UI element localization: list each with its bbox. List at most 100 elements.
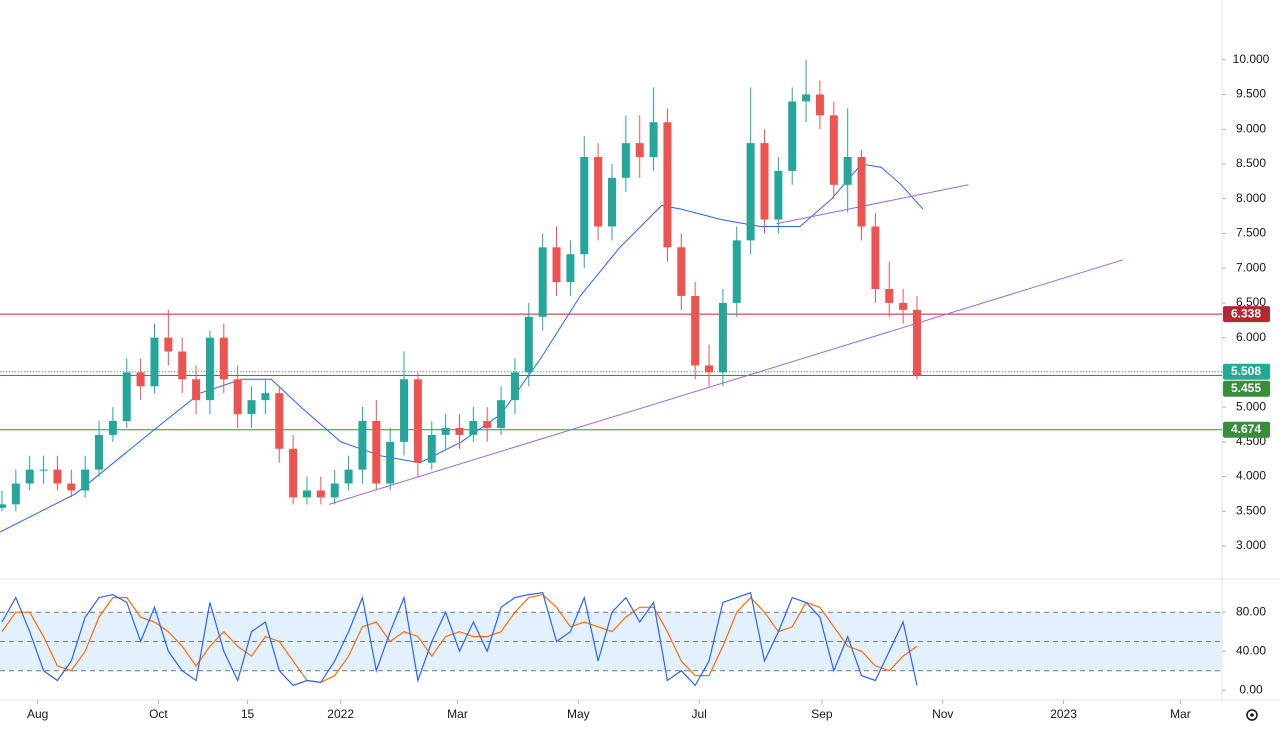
y-tick-label: 8.000 (1236, 191, 1266, 205)
candle-body (746, 143, 755, 241)
candle-body (95, 434, 104, 470)
settings-icon[interactable] (1246, 709, 1258, 721)
candle-body (136, 372, 145, 387)
y-tick-label: 7.500 (1236, 226, 1266, 240)
price-tag-label: 5.455 (1231, 381, 1261, 395)
x-tick-label: Mar (447, 707, 468, 721)
candle-body (483, 420, 492, 428)
candle-body (316, 490, 325, 498)
candle-body (497, 400, 506, 428)
candle-body (469, 420, 478, 435)
candle-body (705, 365, 714, 373)
candle-body (912, 309, 921, 376)
candle-body (621, 143, 630, 178)
candle-body (899, 302, 908, 310)
candle-body (192, 379, 201, 401)
candle-body (857, 157, 866, 227)
y-tick-label: 6.500 (1236, 295, 1266, 309)
candle-body (413, 379, 422, 463)
y-tick-label: 9.500 (1236, 87, 1266, 101)
candle-body (538, 247, 547, 317)
settings-dot (1250, 713, 1254, 717)
candle-body (788, 101, 797, 171)
y-tick-label: 80.00 (1236, 604, 1266, 618)
y-tick-label: 3.000 (1236, 538, 1266, 552)
price-tag (1223, 363, 1270, 380)
candle-body (275, 393, 284, 449)
candle-body (122, 372, 131, 421)
y-tick-label: 4.000 (1236, 469, 1266, 483)
moving-average (0, 163, 924, 533)
candle-body (677, 247, 686, 296)
candle-body (829, 115, 838, 185)
x-tick-label: 2022 (327, 707, 354, 721)
price-tag (1223, 380, 1270, 397)
candle-body (718, 302, 727, 373)
candle-body (386, 441, 395, 484)
price-tag-label: 4.674 (1231, 422, 1261, 436)
price-tag (1223, 306, 1270, 323)
candle-body (53, 469, 62, 484)
y-tick-label: 10.000 (1233, 52, 1270, 66)
candle-body (594, 157, 603, 227)
x-tick-label: Mar (1170, 707, 1191, 721)
candle-body (0, 504, 6, 508)
settings-ring (1246, 709, 1258, 721)
candle-body (774, 170, 783, 220)
candle-body (441, 427, 450, 435)
x-tick-label: 15 (241, 707, 255, 721)
candle-body (510, 372, 519, 401)
candle-body (150, 337, 159, 387)
candle-body (108, 420, 117, 435)
y-tick-label: 3.500 (1236, 503, 1266, 517)
candle-body (372, 420, 381, 484)
candle-body (247, 400, 256, 415)
candle-body (358, 420, 367, 470)
candle-body (760, 143, 769, 220)
y-tick-label: 8.500 (1236, 156, 1266, 170)
trend-line (328, 259, 1124, 505)
oscillator-line (1, 593, 918, 684)
candle-body (580, 157, 589, 255)
candle-body (566, 254, 575, 283)
oscillator-line (1, 591, 918, 687)
candle-body (885, 289, 894, 303)
x-tick-label: Sep (811, 707, 833, 721)
candle-body (871, 226, 880, 289)
candle-body (164, 337, 173, 352)
y-tick-label: 7.000 (1236, 260, 1266, 274)
candle-body (81, 469, 90, 491)
price-tag-label: 6.338 (1231, 306, 1261, 320)
candle-body (289, 448, 298, 498)
trend-line (776, 184, 969, 225)
candle-body (455, 427, 464, 435)
candle-body (178, 351, 187, 380)
candle-body (524, 316, 533, 373)
candle-body (635, 143, 644, 158)
price-tag-label: 5.508 (1231, 364, 1261, 378)
x-tick-label: Aug (27, 707, 48, 721)
y-tick-label: 40.00 (1236, 643, 1266, 657)
candle-body (427, 434, 436, 463)
candle-body (233, 379, 242, 415)
x-tick-label: Nov (932, 707, 953, 721)
candle-body (344, 469, 353, 484)
candle-body (219, 337, 228, 380)
candle-body (205, 337, 214, 401)
x-tick-label: Oct (149, 707, 168, 721)
x-tick-label: May (567, 707, 590, 721)
candle-body (815, 94, 824, 116)
candle-body (649, 122, 658, 158)
y-tick-label: 9.000 (1236, 121, 1266, 135)
candle-body (732, 240, 741, 303)
candle-body (400, 379, 409, 442)
x-tick-label: 2023 (1050, 707, 1077, 721)
y-tick-label: 6.000 (1236, 330, 1266, 344)
candle-body (67, 483, 76, 491)
y-tick-label: 0.00 (1239, 682, 1263, 696)
candle-body (39, 469, 48, 471)
candle-body (25, 469, 34, 484)
y-tick-label: 5.000 (1236, 399, 1266, 413)
candle-body (802, 94, 811, 102)
